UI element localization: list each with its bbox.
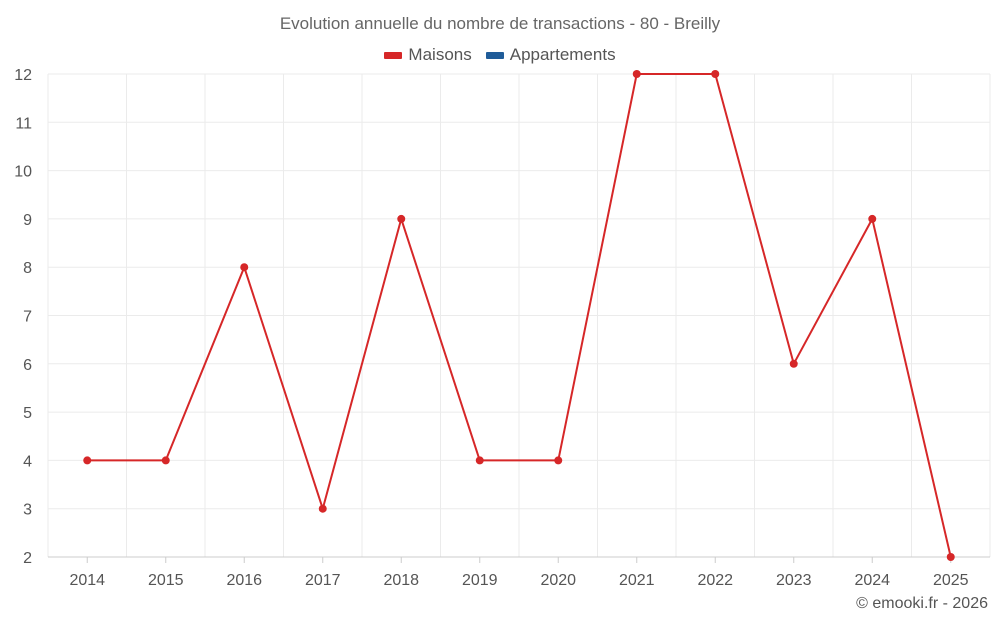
y-tick-label: 6 — [23, 357, 32, 374]
data-point — [475, 456, 484, 465]
x-tick-label: 2016 — [226, 572, 262, 589]
data-point — [318, 504, 327, 513]
y-tick-label: 5 — [23, 405, 32, 422]
y-tick-label: 7 — [23, 309, 32, 326]
data-point — [789, 359, 798, 368]
data-point — [161, 456, 170, 465]
legend-label-maisons: Maisons — [408, 45, 472, 64]
x-tick-label: 2018 — [383, 572, 419, 589]
x-tick-label: 2021 — [619, 572, 655, 589]
legend-item-appartements[interactable]: Appartements — [485, 45, 616, 65]
y-tick-label: 8 — [23, 260, 32, 277]
y-tick-label: 10 — [14, 164, 32, 181]
x-tick-label: 2024 — [854, 572, 890, 589]
x-tick-label: 2025 — [933, 572, 969, 589]
y-tick-label: 3 — [23, 502, 32, 519]
y-tick-label: 9 — [23, 212, 32, 229]
footer-credit: © emooki.fr - 2026 — [856, 595, 988, 612]
data-point — [632, 70, 641, 78]
legend-label-appartements: Appartements — [509, 45, 616, 64]
y-tick-label: 4 — [23, 453, 32, 470]
data-point — [83, 456, 92, 465]
y-tick-label: 12 — [14, 67, 32, 84]
data-point — [946, 553, 955, 561]
x-tick-label: 2022 — [697, 572, 733, 589]
x-tick-label: 2023 — [776, 572, 812, 589]
legend-swatch-appartements — [485, 51, 504, 59]
x-tick-label: 2020 — [540, 572, 576, 589]
data-point — [554, 456, 563, 465]
y-tick-label: 11 — [15, 115, 32, 132]
x-tick-label: 2017 — [305, 572, 341, 589]
x-tick-label: 2019 — [462, 572, 498, 589]
legend-item-maisons[interactable]: Maisons — [384, 45, 472, 65]
x-tick-label: 2015 — [148, 572, 184, 589]
data-point — [240, 263, 249, 272]
data-point — [868, 214, 877, 223]
y-tick-label: 2 — [23, 550, 32, 567]
legend-swatch-maisons — [384, 51, 403, 59]
series-line-maisons — [87, 73, 952, 558]
x-tick-label: 2014 — [69, 572, 105, 589]
data-point — [711, 70, 720, 78]
chart-title: Evolution annuelle du nombre de transact… — [279, 14, 721, 33]
data-point — [397, 214, 406, 223]
legend: Maisons Appartements — [0, 45, 1000, 65]
